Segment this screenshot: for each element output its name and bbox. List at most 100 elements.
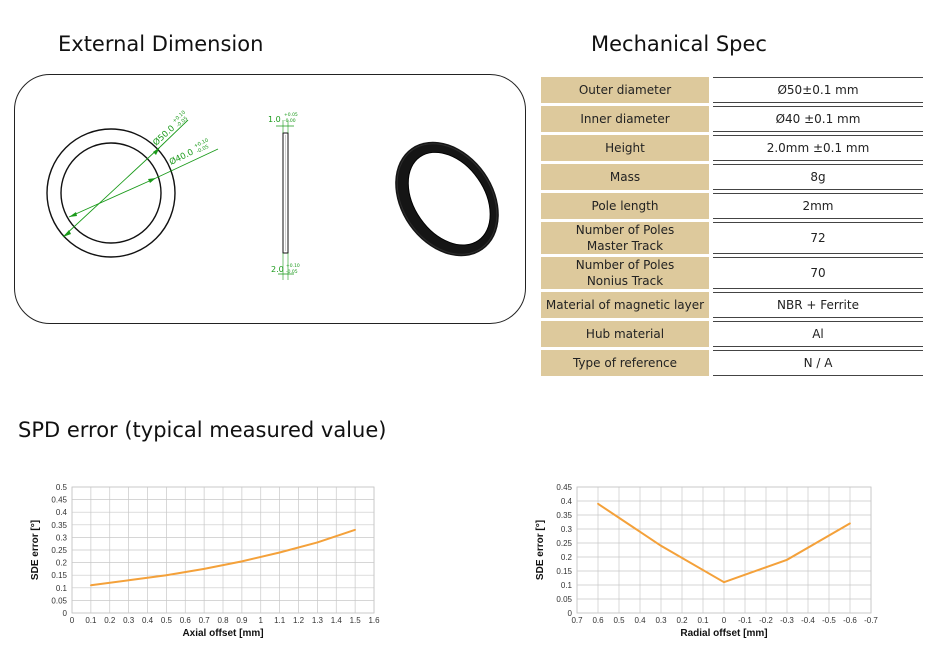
y-tick-label: 0.2 bbox=[561, 553, 573, 562]
height-tol-minus: -0.05 bbox=[286, 269, 298, 275]
x-tick-label: -0.6 bbox=[843, 616, 857, 625]
spec-label-line: Master Track bbox=[586, 239, 664, 253]
y-tick-label: 0.1 bbox=[56, 584, 68, 593]
x-tick-label: 1.4 bbox=[331, 616, 343, 625]
data-point bbox=[203, 568, 206, 570]
data-point bbox=[165, 574, 168, 577]
spec-value: Ø40 ±0.1 mm bbox=[713, 106, 923, 132]
x-tick-label: 0.5 bbox=[613, 616, 625, 625]
y-tick-label: 0.2 bbox=[56, 559, 68, 568]
spd-error-heading: SPD error (typical measured value) bbox=[18, 418, 387, 442]
data-point bbox=[786, 558, 788, 561]
x-tick-label: 0.7 bbox=[199, 616, 211, 625]
spec-value: 2mm bbox=[713, 193, 923, 219]
x-tick-label: -0.3 bbox=[780, 616, 794, 625]
mechanical-spec-table: Outer diameter Ø50±0.1 mm Inner diameter… bbox=[541, 74, 923, 379]
spec-label-line: Nonius Track bbox=[586, 274, 664, 288]
x-tick-label: 0.1 bbox=[85, 616, 97, 625]
x-tick-label: -0.5 bbox=[822, 616, 836, 625]
table-row: Hub material Al bbox=[541, 321, 923, 347]
x-tick-label: 0.5 bbox=[161, 616, 173, 625]
data-point bbox=[597, 502, 599, 505]
spec-value: 70 bbox=[713, 257, 923, 289]
thickness-tol-minus: -0.00 bbox=[284, 118, 296, 124]
x-tick-label: -0.1 bbox=[738, 616, 752, 625]
y-tick-label: 0.3 bbox=[561, 525, 573, 534]
table-row: Number of Poles Nonius Track 70 bbox=[541, 257, 923, 289]
x-tick-label: 0.6 bbox=[592, 616, 604, 625]
data-point bbox=[723, 581, 725, 584]
x-tick-label: 1.5 bbox=[350, 616, 362, 625]
x-axis-label: Radial offset [mm] bbox=[680, 628, 767, 639]
table-row: Outer diameter Ø50±0.1 mm bbox=[541, 77, 923, 103]
outer-diameter-line bbox=[62, 146, 161, 238]
external-dimension-heading: External Dimension bbox=[58, 32, 264, 56]
x-axis-label: Axial offset [mm] bbox=[182, 628, 263, 639]
y-axis-label: SDE error [°] bbox=[535, 520, 546, 580]
inner-diameter-line bbox=[68, 177, 157, 218]
y-tick-label: 0.15 bbox=[556, 567, 572, 576]
thickness-label: 1.0 bbox=[268, 115, 281, 124]
arrowhead bbox=[153, 147, 160, 155]
mechanical-spec-heading: Mechanical Spec bbox=[591, 32, 767, 56]
spec-label: Number of Poles Nonius Track bbox=[541, 257, 709, 289]
y-tick-label: 0.15 bbox=[51, 571, 67, 580]
table-row: Type of reference N / A bbox=[541, 350, 923, 376]
axial-offset-chart: 0 0.1 0.2 0.3 0.4 0.5 0.6 0.7 0.8 0.9 1 1.1 1.2 1.3 1.… bbox=[30, 483, 380, 639]
data-point bbox=[89, 584, 92, 587]
x-tick-label: 0 bbox=[70, 616, 75, 625]
dimension-drawing: Ø50.0 +0.10 -0.05 Ø40.0 +0.10 -0.05 1.0 … bbox=[46, 110, 499, 280]
outer-ring-circle bbox=[46, 128, 176, 258]
series-line bbox=[90, 528, 356, 587]
outer-diameter-extension bbox=[159, 119, 189, 148]
table-row: Material of magnetic layer NBR + Ferrite bbox=[541, 292, 923, 318]
spec-value: Ø50±0.1 mm bbox=[713, 77, 923, 103]
height-tol-plus: +0.10 bbox=[286, 263, 300, 269]
x-tick-label: -0.4 bbox=[801, 616, 815, 625]
height-label: 2.0 bbox=[271, 265, 284, 274]
x-tick-label: 0.8 bbox=[217, 616, 229, 625]
x-tick-label: 1 bbox=[259, 616, 264, 625]
y-tick-label: 0.4 bbox=[561, 497, 573, 506]
x-tick-label: 0.7 bbox=[571, 616, 583, 625]
spec-value: 2.0mm ±0.1 mm bbox=[713, 135, 923, 161]
spec-label: Inner diameter bbox=[541, 106, 709, 132]
spec-label: Outer diameter bbox=[541, 77, 709, 103]
data-point bbox=[316, 541, 319, 544]
spec-label: Material of magnetic layer bbox=[541, 292, 709, 318]
y-tick-label: 0.3 bbox=[56, 533, 68, 542]
y-tick-label: 0.5 bbox=[56, 483, 68, 492]
x-tick-label: 0.9 bbox=[236, 616, 248, 625]
x-tick-label: 1.3 bbox=[312, 616, 324, 625]
x-tick-label: 0.4 bbox=[142, 616, 154, 625]
x-tick-label: 1.1 bbox=[274, 616, 286, 625]
spec-value: 8g bbox=[713, 164, 923, 190]
inner-diameter-tol-minus: -0.05 bbox=[196, 144, 210, 155]
dimension-drawing-panel bbox=[14, 74, 526, 324]
outer-diameter-label: Ø50.0 bbox=[151, 123, 177, 148]
y-axis-label: SDE error [°] bbox=[30, 520, 41, 580]
spec-value: N / A bbox=[713, 350, 923, 376]
x-tick-label: -0.7 bbox=[864, 616, 878, 625]
inner-ring-circle bbox=[60, 142, 162, 244]
ring-3d-view bbox=[395, 141, 499, 257]
y-tick-label: 0.25 bbox=[556, 539, 572, 548]
x-tick-label: 0.3 bbox=[655, 616, 667, 625]
y-tick-label: 0.4 bbox=[56, 508, 68, 517]
spec-label: Number of Poles Master Track bbox=[541, 222, 709, 254]
x-tick-label: 0.4 bbox=[634, 616, 646, 625]
spec-label: Pole length bbox=[541, 193, 709, 219]
x-tick-label: 0.2 bbox=[676, 616, 688, 625]
y-tick-label: 0.35 bbox=[51, 521, 67, 530]
spec-label: Hub material bbox=[541, 321, 709, 347]
spec-label: Mass bbox=[541, 164, 709, 190]
y-tick-label: 0 bbox=[63, 609, 68, 618]
data-point bbox=[354, 528, 357, 531]
table-row: Number of Poles Master Track 72 bbox=[541, 222, 923, 254]
arrowhead bbox=[69, 212, 77, 217]
spec-value: Al bbox=[713, 321, 923, 347]
y-tick-label: 0.25 bbox=[51, 546, 67, 555]
y-tick-label: 0.45 bbox=[51, 496, 67, 505]
x-tick-label: -0.2 bbox=[759, 616, 773, 625]
data-point bbox=[278, 551, 281, 554]
